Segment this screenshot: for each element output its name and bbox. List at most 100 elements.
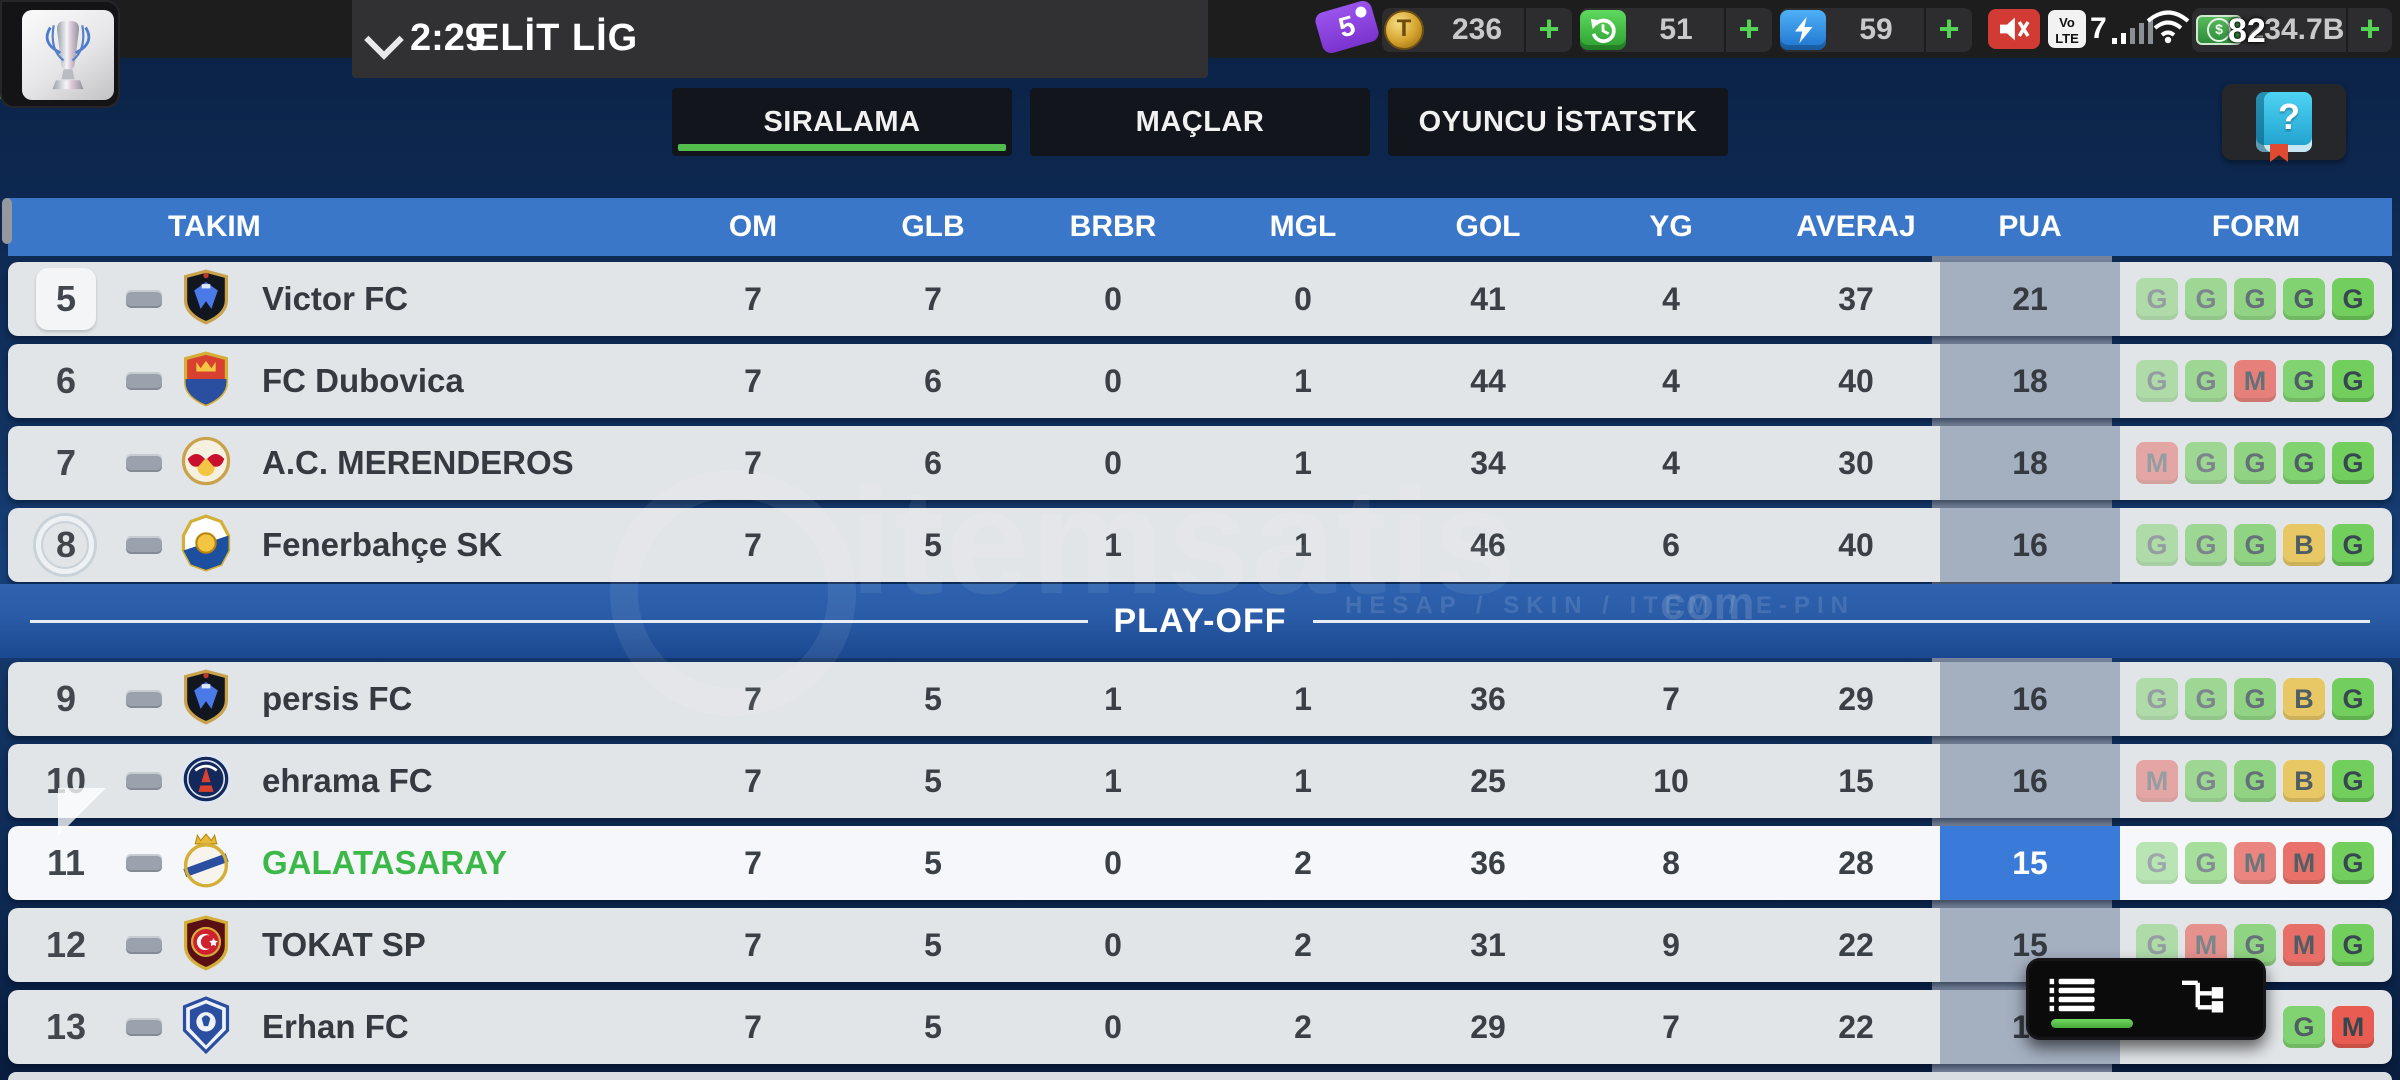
team-name: FC Dubovica — [262, 362, 464, 399]
club-crest-galatasaray — [180, 832, 232, 894]
header-takim: TAKIM — [168, 210, 261, 243]
tab-siralama[interactable]: SIRALAMA — [672, 88, 1012, 156]
points-cell: 21 — [1940, 262, 2120, 336]
help-book-icon: ? — [2256, 92, 2312, 162]
add-rests-button[interactable]: + — [1724, 8, 1772, 52]
position-change-icon — [126, 854, 162, 872]
list-icon — [2049, 978, 2095, 1012]
divider-line — [30, 619, 1088, 623]
position-number: 11 — [46, 842, 86, 883]
form-badges: G M — [2136, 1006, 2374, 1048]
table-row-fc-dubovica[interactable]: 6 FC Dubovica 7 6 0 1 44 4 40 18 G G M G… — [8, 344, 2392, 418]
signal-bars-icon — [2112, 16, 2158, 49]
system-clock: 2:29 — [410, 17, 487, 59]
booster-lightning-icon — [1780, 10, 1826, 50]
position-change-icon — [126, 290, 162, 308]
help-button[interactable]: ? — [2222, 84, 2346, 162]
table-row-persis-fc[interactable]: 9 persis FC 7 5 1 1 36 7 29 16 G G G B G — [8, 662, 2392, 736]
form-badge: G — [2234, 760, 2276, 802]
club-crest-fc-dubovica — [180, 350, 232, 412]
token-coin-icon: T — [1384, 10, 1424, 50]
table-row-tokat-sp[interactable]: 12 TOKAT SP 7 5 0 2 31 9 22 15 G M G M G — [8, 908, 2392, 982]
form-badge: B — [2283, 678, 2325, 720]
form-badge: M — [2283, 924, 2325, 966]
add-tokens-button[interactable]: + — [1524, 8, 1572, 52]
header-brbr: BRBR — [1069, 210, 1157, 243]
team-name: ehrama FC — [262, 762, 433, 799]
cash-icon: $ — [2196, 15, 2242, 45]
table-row-ac-merenderos[interactable]: 7 A.C. MERENDEROS 7 6 0 1 34 4 30 18 M G… — [8, 426, 2392, 500]
table-row-fenerbahce-sk[interactable]: 8 Fenerbahçe SK 7 5 1 1 46 6 40 16 G G G… — [8, 508, 2392, 582]
team-name: Victor FC — [262, 280, 409, 317]
club-crest-tokat-sp — [180, 914, 232, 976]
club-crest-persis-fc — [180, 668, 232, 730]
tab-label: MAÇLAR — [1135, 106, 1265, 138]
team-name: A.C. MERENDEROS — [262, 444, 574, 481]
header-mgl: MGL — [1269, 210, 1337, 243]
table-header: TAKIM OM GLB BRBR MGL GOL YG AVERAJ PUA … — [8, 198, 2392, 256]
league-title-bar[interactable]: 2:29 ELİT LİG — [352, 0, 1208, 78]
league-title: ELİT LİG — [474, 17, 639, 59]
boosters-counter: 59 + — [1780, 8, 1972, 52]
form-badge: M — [2136, 442, 2178, 484]
position-change-icon — [126, 1018, 162, 1036]
muted-speaker-icon — [1988, 9, 2040, 49]
team-name: TOKAT SP — [262, 926, 426, 963]
form-badges: M G G G G — [2136, 442, 2374, 484]
form-badges: G G G B G — [2136, 524, 2374, 566]
divider-line — [1312, 619, 2370, 623]
wifi-icon — [2146, 10, 2190, 49]
money-counter: $ 234.7B + — [2192, 8, 2392, 52]
bracket-view-button[interactable] — [2173, 975, 2233, 1015]
form-badge: M — [2234, 842, 2276, 884]
next-row-sliver — [8, 1072, 2392, 1080]
scrollbar-thumb[interactable] — [2, 198, 12, 244]
form-badge: M — [2136, 760, 2178, 802]
form-badge: G — [2283, 1006, 2325, 1048]
add-boosters-button[interactable]: + — [1924, 8, 1972, 52]
form-badge: G — [2185, 442, 2227, 484]
chevron-down-icon — [364, 20, 404, 60]
system-overlay-number: 82 — [2228, 12, 2266, 50]
tab-label: SIRALAMA — [763, 106, 921, 138]
position-change-icon — [126, 772, 162, 790]
points-cell: 18 — [1940, 344, 2120, 418]
table-row-galatasaray[interactable]: 11 GALATASARAY 7 5 0 2 36 8 28 15 G G M … — [8, 826, 2392, 900]
form-badge: M — [2332, 1006, 2374, 1048]
form-badge: G — [2332, 524, 2374, 566]
form-badge: G — [2185, 842, 2227, 884]
form-badge: G — [2185, 524, 2227, 566]
league-trophy-frame[interactable] — [0, 0, 120, 108]
volte-badge: Vo LTE — [2048, 10, 2086, 48]
position-change-icon — [126, 454, 162, 472]
active-tab-underline — [678, 144, 1006, 151]
tokens-counter: T 236 + — [1382, 8, 1572, 52]
header-averaj: AVERAJ — [1796, 210, 1916, 243]
position-number: 5 — [55, 278, 77, 319]
club-crest-ehrama-fc — [180, 750, 232, 812]
form-badge: G — [2234, 524, 2276, 566]
points-cell: 16 — [1940, 744, 2120, 818]
form-badge: G — [2234, 442, 2276, 484]
position-number: 9 — [55, 678, 77, 719]
form-badge: G — [2185, 360, 2227, 402]
tokens-value: 236 — [1451, 13, 1503, 46]
tab-label: OYUNCU İSTATSTK — [1418, 106, 1698, 138]
list-view-button[interactable] — [2043, 975, 2103, 1015]
form-badge: M — [2234, 360, 2276, 402]
form-badge: G — [2185, 678, 2227, 720]
tab-oyuncu-istatistik[interactable]: OYUNCU İSTATSTK — [1388, 88, 1728, 156]
form-badge: B — [2283, 760, 2325, 802]
position-change-icon — [126, 536, 162, 554]
table-row-ehrama-fc[interactable]: 10 ehrama FC 7 5 1 1 25 10 15 16 M G G B… — [8, 744, 2392, 818]
team-name: GALATASARAY — [262, 844, 508, 881]
form-badge: G — [2283, 442, 2325, 484]
form-badge: G — [2332, 360, 2374, 402]
tab-maclar[interactable]: MAÇLAR — [1030, 88, 1370, 156]
form-badge: G — [2332, 842, 2374, 884]
table-row-victor-fc[interactable]: 5 Victor FC 7 7 0 0 41 4 37 21 G G G G G — [8, 262, 2392, 336]
add-money-button[interactable]: + — [2346, 8, 2392, 52]
team-name: Erhan FC — [262, 1008, 409, 1045]
header-gol: GOL — [1455, 210, 1521, 243]
